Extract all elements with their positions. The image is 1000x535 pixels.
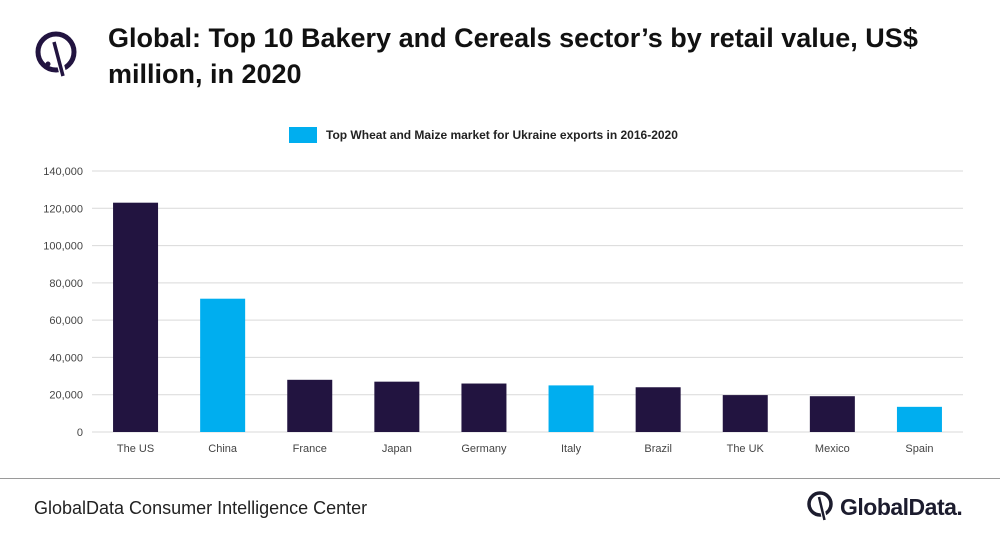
bar-italy xyxy=(548,385,594,432)
x-tick-label: China xyxy=(208,443,238,455)
legend: Top Wheat and Maize market for Ukraine e… xyxy=(289,127,678,143)
y-tick-label: 0 xyxy=(77,427,83,439)
x-tick-label: Germany xyxy=(461,443,507,455)
y-tick-label: 120,000 xyxy=(43,203,83,215)
bar-mexico xyxy=(809,396,855,432)
x-tick-label: The US xyxy=(117,443,154,455)
bar-the-uk xyxy=(722,395,768,432)
y-tick-label: 60,000 xyxy=(49,315,83,327)
bar-the-us xyxy=(113,202,159,432)
y-tick-label: 40,000 xyxy=(49,352,83,364)
y-tick-label: 100,000 xyxy=(43,241,83,253)
legend-label: Top Wheat and Maize market for Ukraine e… xyxy=(326,128,678,142)
bar-japan xyxy=(374,381,420,432)
bar-china xyxy=(200,298,246,432)
bar-brazil xyxy=(635,387,681,432)
brand-logo-icon xyxy=(807,491,833,522)
x-tick-label: Mexico xyxy=(815,443,850,455)
bar-spain xyxy=(896,406,942,432)
bar-france xyxy=(287,379,333,432)
y-tick-label: 140,000 xyxy=(43,166,83,178)
footer-source: GlobalData Consumer Intelligence Center xyxy=(34,498,368,518)
x-tick-label: Brazil xyxy=(644,443,672,455)
footer-divider xyxy=(0,478,1000,479)
globaldata-logo-icon xyxy=(35,31,77,79)
x-tick-label: Spain xyxy=(905,443,933,455)
x-tick-label: France xyxy=(293,443,327,455)
legend-swatch xyxy=(289,127,317,143)
y-tick-label: 80,000 xyxy=(49,278,83,290)
brand-logo: GlobalData. xyxy=(806,490,963,524)
x-tick-label: Japan xyxy=(382,443,412,455)
x-tick-label: The UK xyxy=(727,443,765,455)
chart-title: Global: Top 10 Bakery and Cereals sector… xyxy=(108,23,918,89)
y-tick-label: 20,000 xyxy=(49,390,83,402)
bar-germany xyxy=(461,383,507,432)
x-tick-label: Italy xyxy=(561,443,582,455)
bar-chart: 0 20,000 40,000 60,000 80,000 100,000 120,000 1… xyxy=(43,166,963,455)
brand-name: GlobalData. xyxy=(840,493,963,520)
